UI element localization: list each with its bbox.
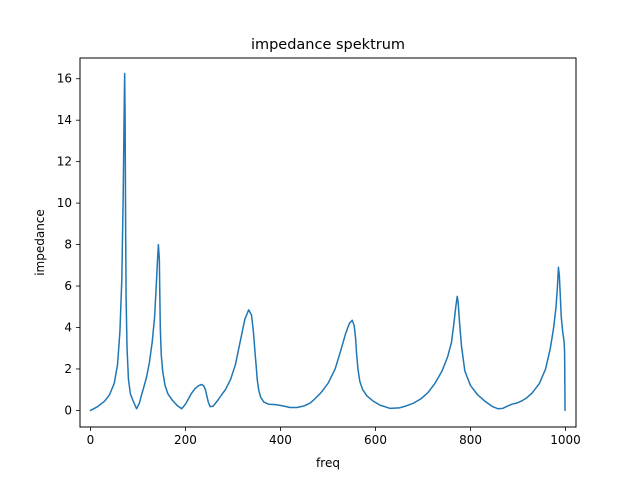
- x-tick-label: 0: [87, 433, 95, 447]
- y-tick-label: 12: [57, 155, 72, 169]
- plot-area: [80, 58, 576, 427]
- series-layer: [89, 72, 566, 412]
- plot-frame: [79, 57, 577, 428]
- x-tick-label: 1000: [550, 433, 581, 447]
- x-tick-label: 400: [269, 433, 292, 447]
- y-tick-label: 8: [64, 238, 72, 252]
- y-tick-label: 16: [57, 72, 72, 86]
- chart-title: impedance spektrum: [251, 37, 405, 53]
- y-tick-label: 4: [64, 320, 72, 334]
- x-tick-label: 600: [364, 433, 387, 447]
- y-axis-ticks: 0 2 4 6 8 10 12 14 16: [57, 72, 80, 417]
- y-tick-label: 14: [57, 113, 72, 127]
- x-tick-label: 800: [459, 433, 482, 447]
- y-axis-label: impedance: [33, 209, 47, 276]
- y-tick-label: 6: [64, 279, 72, 293]
- plot-background: [80, 58, 576, 427]
- series-line-0: [89, 72, 566, 412]
- y-tick-label: 10: [57, 196, 72, 210]
- x-axis-ticks: 0 200 400 600 800 1000: [87, 427, 581, 447]
- x-axis-label: freq: [316, 456, 340, 470]
- y-tick-label: 0: [64, 403, 72, 417]
- x-tick-label: 200: [174, 433, 197, 447]
- y-tick-label: 2: [64, 362, 72, 376]
